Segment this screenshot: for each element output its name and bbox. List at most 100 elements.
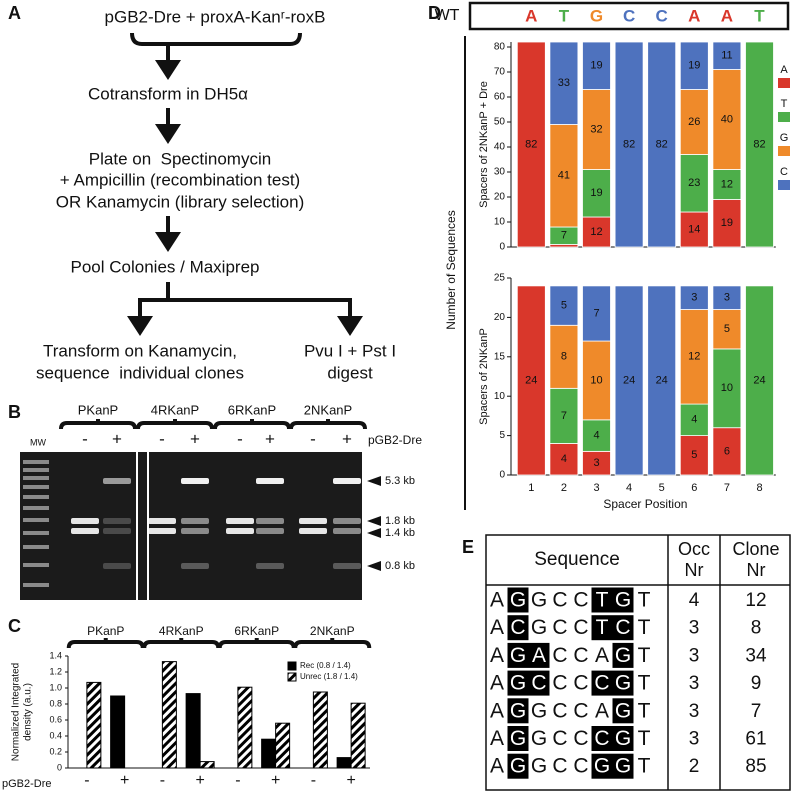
sequence-base: G: [594, 755, 610, 778]
y-tick-label: 1.4: [49, 650, 62, 660]
clone-number: 61: [745, 729, 766, 750]
segment-label: 7: [593, 307, 599, 319]
bar-segment: [549, 387, 579, 444]
bar-segment: [679, 41, 709, 90]
bracket: [213, 419, 291, 430]
mutation-highlight: [612, 587, 634, 613]
band-pointer: [367, 528, 381, 538]
sequence-base: C: [552, 672, 567, 695]
segment-label: 11: [721, 50, 732, 62]
x-tick-label: -: [235, 772, 240, 789]
sequence-base: A: [532, 644, 546, 667]
arrow-head: [155, 124, 181, 144]
sequence-base: C: [573, 672, 588, 695]
ladder-band: [23, 468, 49, 472]
mutation-highlight: [507, 587, 529, 613]
flow-step: digest: [327, 363, 373, 382]
occurrence-count: 4: [689, 590, 700, 611]
band-label: 1.4 kb: [385, 527, 415, 539]
sequence-base: C: [573, 589, 588, 612]
bracket: [59, 419, 137, 430]
bar-segment: [516, 41, 546, 248]
gel-band: [333, 563, 361, 569]
sequence-base: C: [573, 755, 588, 778]
y-tick-label: 40: [494, 142, 506, 153]
gel-band: [148, 528, 176, 534]
y-axis-label: density (a.u.): [23, 683, 34, 741]
segment-label: 24: [753, 374, 765, 386]
mutation-highlight: [591, 670, 613, 696]
sequence-base: C: [594, 672, 609, 695]
table-border: [485, 534, 791, 791]
sequence-base: G: [531, 616, 547, 639]
segment-label: 24: [623, 374, 635, 386]
clone-number: 34: [745, 645, 767, 666]
y-tick-label: 0.8: [49, 698, 62, 708]
segment-label: 14: [688, 223, 700, 235]
gel-band: [256, 478, 284, 484]
lane-label: +: [190, 429, 200, 448]
panel-label: A: [8, 3, 21, 23]
ladder-band: [23, 460, 49, 464]
segment-label: 23: [688, 177, 700, 189]
sequence-base: A: [490, 644, 504, 667]
sequence-base: A: [490, 699, 504, 722]
occurrence-count: 3: [689, 645, 700, 666]
mutation-highlight: [612, 753, 634, 779]
bar-segment: [582, 41, 611, 90]
gel-band: [333, 478, 361, 484]
segment-label: 10: [590, 374, 602, 386]
x-tick-label: +: [271, 772, 280, 789]
mutation-highlight: [612, 726, 634, 751]
sequence-base: C: [552, 755, 567, 778]
sequence-base: C: [594, 727, 609, 750]
segment-label: 82: [623, 138, 635, 150]
segment-label: 12: [721, 178, 733, 190]
sequence-base: C: [615, 616, 630, 639]
band-pointer: [367, 516, 381, 526]
gel-image: [20, 452, 362, 600]
lane-label: +: [265, 429, 275, 448]
segment-label: 5: [724, 323, 730, 335]
gel-band: [103, 528, 131, 534]
lane-label: -: [237, 429, 243, 448]
gel-band: [181, 563, 209, 569]
group-label: 4RKanP: [159, 624, 204, 638]
lane-label: +: [112, 429, 122, 448]
group-label: PKanP: [87, 624, 124, 638]
lane-label: -: [159, 429, 165, 448]
arrow-head: [155, 232, 181, 252]
sequence-base: C: [573, 616, 588, 639]
segment-label: 32: [590, 123, 602, 135]
legend-label: G: [780, 132, 789, 144]
bracket: [289, 419, 367, 430]
lane-label: -: [82, 429, 88, 448]
sequence-base: G: [531, 727, 547, 750]
band-pointer: [367, 476, 381, 486]
clone-number: 8: [751, 618, 762, 639]
bar-segment: [712, 199, 742, 248]
x-tick-label: 7: [724, 482, 730, 494]
reference-base: A: [688, 6, 700, 25]
sequence-base: G: [531, 589, 547, 612]
bar-segment: [745, 41, 774, 248]
segment-label: 7: [561, 230, 567, 242]
bar: [312, 691, 328, 769]
clone-number: 12: [745, 590, 766, 611]
bar: [86, 681, 102, 769]
gel-band: [181, 518, 209, 524]
bar-segment: [614, 41, 644, 248]
sequence-base: A: [595, 644, 609, 667]
segment-label: 3: [593, 457, 599, 469]
mutation-highlight: [612, 698, 634, 724]
bar-segment: [679, 309, 709, 405]
y-tick-label: 20: [494, 312, 506, 323]
segment-label: 10: [721, 382, 733, 394]
bar: [161, 661, 177, 769]
sequence-base: A: [490, 727, 504, 750]
bar-segment: [679, 211, 709, 248]
table-header: Sequence: [534, 549, 620, 570]
bar: [237, 686, 253, 769]
segment-label: 4: [691, 414, 697, 426]
